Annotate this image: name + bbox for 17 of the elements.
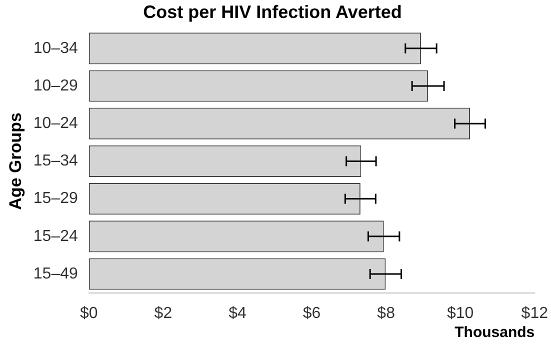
x-axis-title: Thousands — [454, 324, 535, 342]
x-tick-label: $0 — [80, 304, 98, 322]
y-tick-label: 10–29 — [33, 77, 78, 94]
x-tick-label: $6 — [302, 304, 321, 322]
x-tick-label: $12 — [521, 304, 548, 322]
x-tick-label: $10 — [447, 304, 474, 322]
x-tick-label: $4 — [228, 304, 246, 322]
y-tick-label: 10–24 — [33, 115, 78, 132]
y-tick-label: 15–49 — [33, 265, 78, 282]
x-tick-label: $8 — [377, 304, 396, 322]
y-tick-label: 15–24 — [33, 228, 78, 245]
y-tick-label: 15–34 — [33, 152, 78, 170]
chart-title: Cost per HIV Infection Averted — [143, 2, 402, 22]
y-tick-label: 15–29 — [33, 190, 78, 208]
y-axis-title: Age Groups — [6, 112, 25, 210]
y-tick-label: 10–34 — [33, 40, 78, 57]
x-tick-label: $2 — [154, 304, 172, 322]
